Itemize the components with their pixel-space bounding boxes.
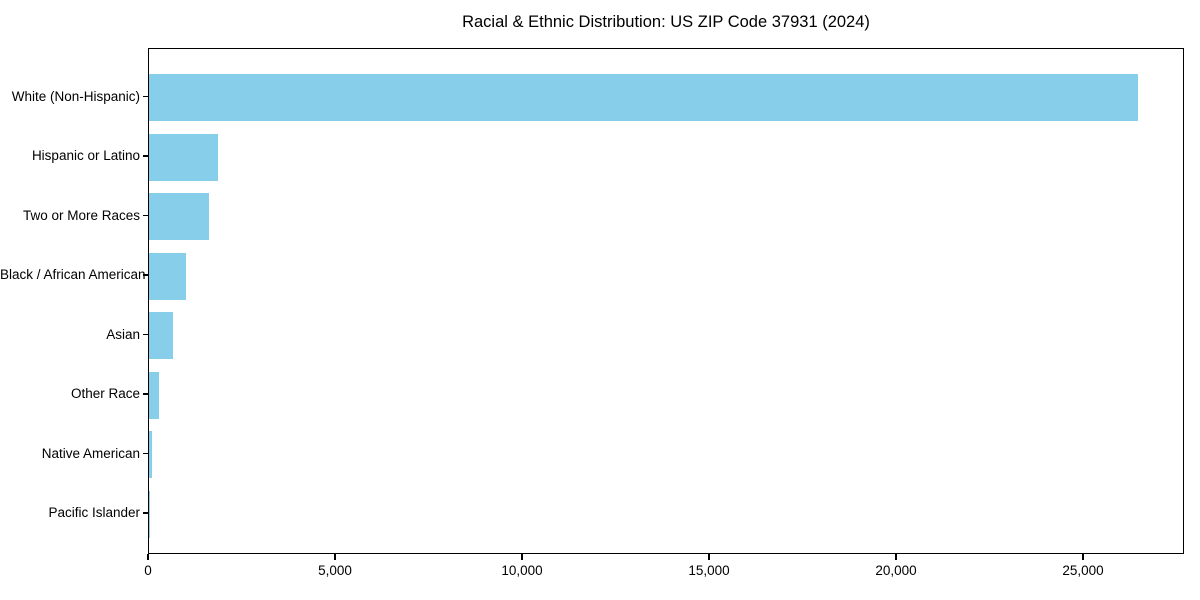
y-tick-mark (142, 333, 148, 336)
bar-asian (149, 312, 173, 359)
y-tick-label: Other Race (70, 386, 140, 401)
y-tick-label: Native American (41, 445, 140, 461)
y-tick-mark (142, 274, 148, 276)
x-tick-label: 0 (144, 563, 152, 578)
bar-black-african-american (149, 252, 187, 300)
bar-two-or-more-races (149, 193, 210, 240)
bar-white-non-hispanic (149, 74, 1138, 121)
y-tick-label: Black / African American (0, 267, 146, 282)
x-tick-mark (147, 554, 149, 560)
y-tick-label: Pacific Islander (48, 505, 140, 520)
y-tick-mark (142, 452, 148, 455)
y-tick-label: Asian (106, 326, 140, 342)
x-tick-label: 20,000 (875, 563, 917, 578)
bar-native-american (149, 431, 153, 478)
bar-pacific-islander (149, 490, 150, 538)
y-tick-mark (142, 512, 148, 514)
x-tick-mark (521, 554, 523, 560)
x-tick-label: 5,000 (318, 563, 352, 578)
bar-hispanic-or-latino (149, 133, 218, 181)
y-tick-label: Hispanic or Latino (31, 148, 140, 163)
x-tick-mark (334, 554, 336, 560)
plot-area (148, 48, 1184, 554)
chart-title: Racial & Ethnic Distribution: US ZIP Cod… (462, 13, 870, 31)
y-tick-mark (142, 393, 148, 395)
y-tick-mark (142, 214, 148, 217)
x-tick-mark (895, 554, 897, 560)
x-tick-label: 15,000 (688, 563, 730, 578)
x-tick-label: 25,000 (1062, 563, 1104, 578)
x-tick-label: 10,000 (501, 563, 543, 578)
y-tick-label: Two or More Races (22, 207, 140, 223)
x-tick-mark (708, 554, 710, 560)
y-tick-label: White (Non-Hispanic) (11, 88, 140, 104)
bar-other-race (149, 371, 160, 419)
x-tick-mark (1082, 554, 1084, 560)
y-tick-mark (142, 95, 148, 98)
y-tick-mark (142, 155, 148, 157)
